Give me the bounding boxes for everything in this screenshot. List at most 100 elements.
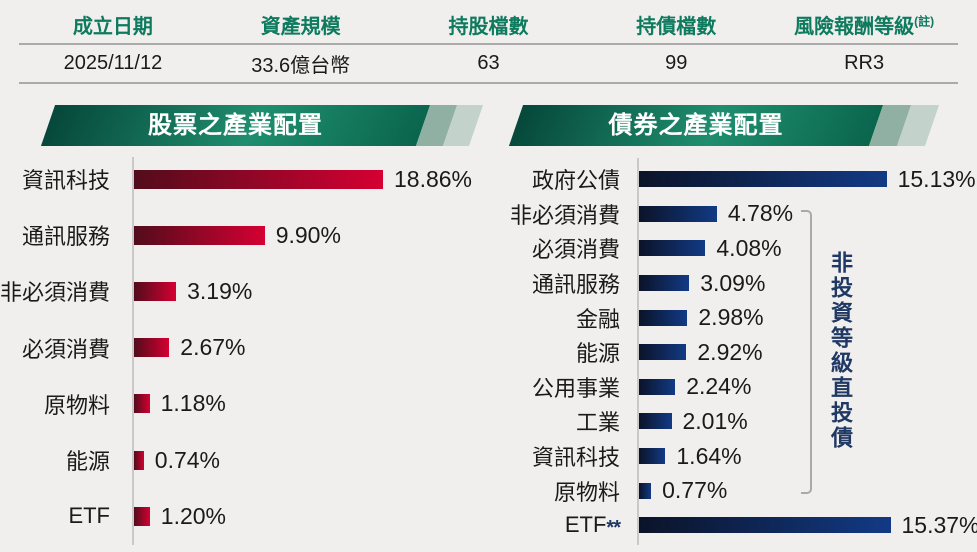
bar-value-label: 3.19% bbox=[187, 277, 253, 304]
bar-category-label: 非必須消費 bbox=[509, 202, 620, 228]
bar-category-label: 通訊服務 bbox=[21, 224, 110, 250]
bar-category-label: 通訊服務 bbox=[531, 272, 620, 298]
bond-allocation-banner: 債券之產業配置 bbox=[508, 105, 884, 146]
bar-value-label: 18.86% bbox=[394, 165, 473, 192]
bar-value-label: 2.67% bbox=[180, 334, 246, 361]
category-footnote-marker: ** bbox=[606, 517, 621, 540]
bar bbox=[638, 482, 652, 499]
non-investment-grade-bracket bbox=[801, 210, 812, 494]
table-divider-top bbox=[19, 43, 958, 45]
bar-value-label: 1.18% bbox=[160, 390, 226, 417]
bar bbox=[638, 240, 706, 257]
bar-row: 政府公債 15.13% bbox=[495, 162, 977, 197]
bar-category-label: 必須消費 bbox=[531, 237, 620, 263]
header-inception-date: 成立日期 bbox=[72, 16, 153, 38]
bar-row: 工業 2.01% bbox=[495, 404, 977, 439]
bar-row: 非必須消費 4.78% bbox=[495, 197, 977, 232]
bar-value-label: 2.92% bbox=[697, 338, 763, 365]
bar-row: ETF 1.20% bbox=[0, 488, 492, 544]
bond-chart-axis-line bbox=[637, 158, 639, 545]
bar bbox=[638, 205, 717, 222]
bar-category-label: 原物料 bbox=[553, 479, 620, 505]
bar-value-label: 3.09% bbox=[700, 269, 766, 296]
bar-category-label: ETF** bbox=[564, 512, 621, 540]
stock-allocation-chart: 資訊科技 18.86% 通訊服務 9.90% 非必須消費 3.19% 必須消費 2.67% 原物… bbox=[0, 151, 492, 544]
bar-category-label: 原物料 bbox=[43, 392, 110, 418]
bar bbox=[134, 169, 383, 189]
bar-row: 原物料 1.18% bbox=[0, 376, 492, 432]
bond-allocation-chart: 政府公債 15.13% 非必須消費 4.78% 必須消費 4.08% 通訊服務 3.09% 金融… bbox=[495, 162, 977, 543]
risk-return-footnote-marker: (註) bbox=[914, 14, 935, 29]
bar-row: 通訊服務 9.90% bbox=[0, 207, 492, 263]
bar-category-label: 公用事業 bbox=[531, 375, 620, 401]
bar-value-label: 0.74% bbox=[154, 446, 221, 473]
bond-chart-title: 債券之產業配置 bbox=[608, 112, 784, 139]
bar-value-label: 9.90% bbox=[275, 221, 341, 248]
bar-value-label: 4.78% bbox=[727, 200, 794, 227]
bar-row: 必須消費 4.08% bbox=[495, 231, 977, 266]
bar-category-label: 政府公債 bbox=[531, 168, 620, 194]
bar-value-label: 2.24% bbox=[686, 373, 752, 400]
bar-value-label: 15.37% bbox=[901, 511, 977, 538]
header-stock-holdings-count: 持股檔數 bbox=[448, 16, 529, 38]
bar-category-label: 工業 bbox=[575, 410, 620, 436]
bar-row: 必須消費 2.67% bbox=[0, 320, 492, 376]
fund-info-table: 成立日期 資產規模 持股檔數 持債檔數 風險報酬等級(註) 2025/11/12… bbox=[19, 6, 958, 84]
risk-return-level-text: 風險報酬等級 bbox=[794, 16, 915, 38]
bar-category-label: 資訊科技 bbox=[21, 168, 110, 194]
header-risk-return-level: 風險報酬等級(註) bbox=[770, 10, 958, 39]
bar bbox=[134, 281, 177, 301]
value-inception-date: 2025/11/12 bbox=[63, 52, 163, 74]
bar bbox=[134, 225, 265, 245]
bar-row: 能源 0.74% bbox=[0, 432, 492, 488]
bar bbox=[638, 309, 688, 326]
bar-value-label: 1.20% bbox=[160, 502, 227, 529]
bar-row: 非必須消費 3.19% bbox=[0, 263, 492, 319]
bar bbox=[134, 506, 150, 526]
table-divider-bottom bbox=[19, 82, 958, 84]
bar-category-label: 資訊科技 bbox=[531, 445, 620, 471]
bar bbox=[638, 448, 666, 465]
bar-value-label: 15.13% bbox=[897, 165, 976, 192]
bar-row: 資訊科技 1.64% bbox=[495, 439, 977, 474]
bar-row: 公用事業 2.24% bbox=[495, 370, 977, 405]
bar-row: 原物料 0.77% bbox=[495, 473, 977, 508]
value-stock-holdings-count: 63 bbox=[477, 52, 500, 74]
bar bbox=[134, 394, 150, 414]
bar-category-label: 能源 bbox=[575, 341, 620, 367]
bar-value-label: 0.77% bbox=[662, 477, 728, 504]
bar-row: ETF** 15.37% bbox=[495, 508, 977, 543]
fund-info-value-row: 2025/11/12 33.6億台幣 63 99 RR3 bbox=[19, 45, 958, 82]
value-asset-size: 33.6億台幣 bbox=[251, 55, 351, 77]
bar bbox=[134, 450, 144, 470]
non-investment-grade-bracket-label: 非投資等級直投債 bbox=[828, 251, 853, 451]
bar-category-label: ETF bbox=[68, 503, 110, 529]
bar-category-label: 能源 bbox=[65, 449, 110, 475]
bar bbox=[638, 344, 687, 361]
value-risk-return-level: RR3 bbox=[844, 52, 885, 74]
bar-row: 能源 2.92% bbox=[495, 335, 977, 370]
bar-value-label: 1.64% bbox=[676, 442, 742, 469]
bar-row: 金融 2.98% bbox=[495, 300, 977, 335]
bar bbox=[134, 338, 170, 358]
bar-category-label: 金融 bbox=[575, 306, 620, 332]
header-asset-size: 資產規模 bbox=[260, 16, 341, 38]
header-bond-holdings-count: 持債檔數 bbox=[636, 16, 717, 38]
bar-value-label: 2.01% bbox=[682, 407, 748, 434]
bar bbox=[638, 171, 887, 188]
bar-value-label: 2.98% bbox=[698, 304, 764, 331]
fund-info-header-row: 成立日期 資產規模 持股檔數 持債檔數 風險報酬等級(註) bbox=[19, 6, 958, 43]
bar-category-label: 非必須消費 bbox=[0, 280, 111, 306]
bar-category-label: 必須消費 bbox=[21, 336, 110, 362]
bar bbox=[638, 275, 690, 292]
stock-chart-title: 股票之產業配置 bbox=[148, 112, 323, 139]
bar bbox=[638, 378, 676, 395]
stock-allocation-banner: 股票之產業配置 bbox=[40, 105, 431, 146]
value-bond-holdings-count: 99 bbox=[665, 52, 688, 74]
bar-row: 資訊科技 18.86% bbox=[0, 151, 492, 207]
bar-value-label: 4.08% bbox=[716, 234, 782, 261]
bar bbox=[638, 413, 672, 430]
bar bbox=[638, 517, 891, 534]
stock-chart-axis-line bbox=[132, 157, 134, 545]
bar-row: 通訊服務 3.09% bbox=[495, 266, 977, 301]
